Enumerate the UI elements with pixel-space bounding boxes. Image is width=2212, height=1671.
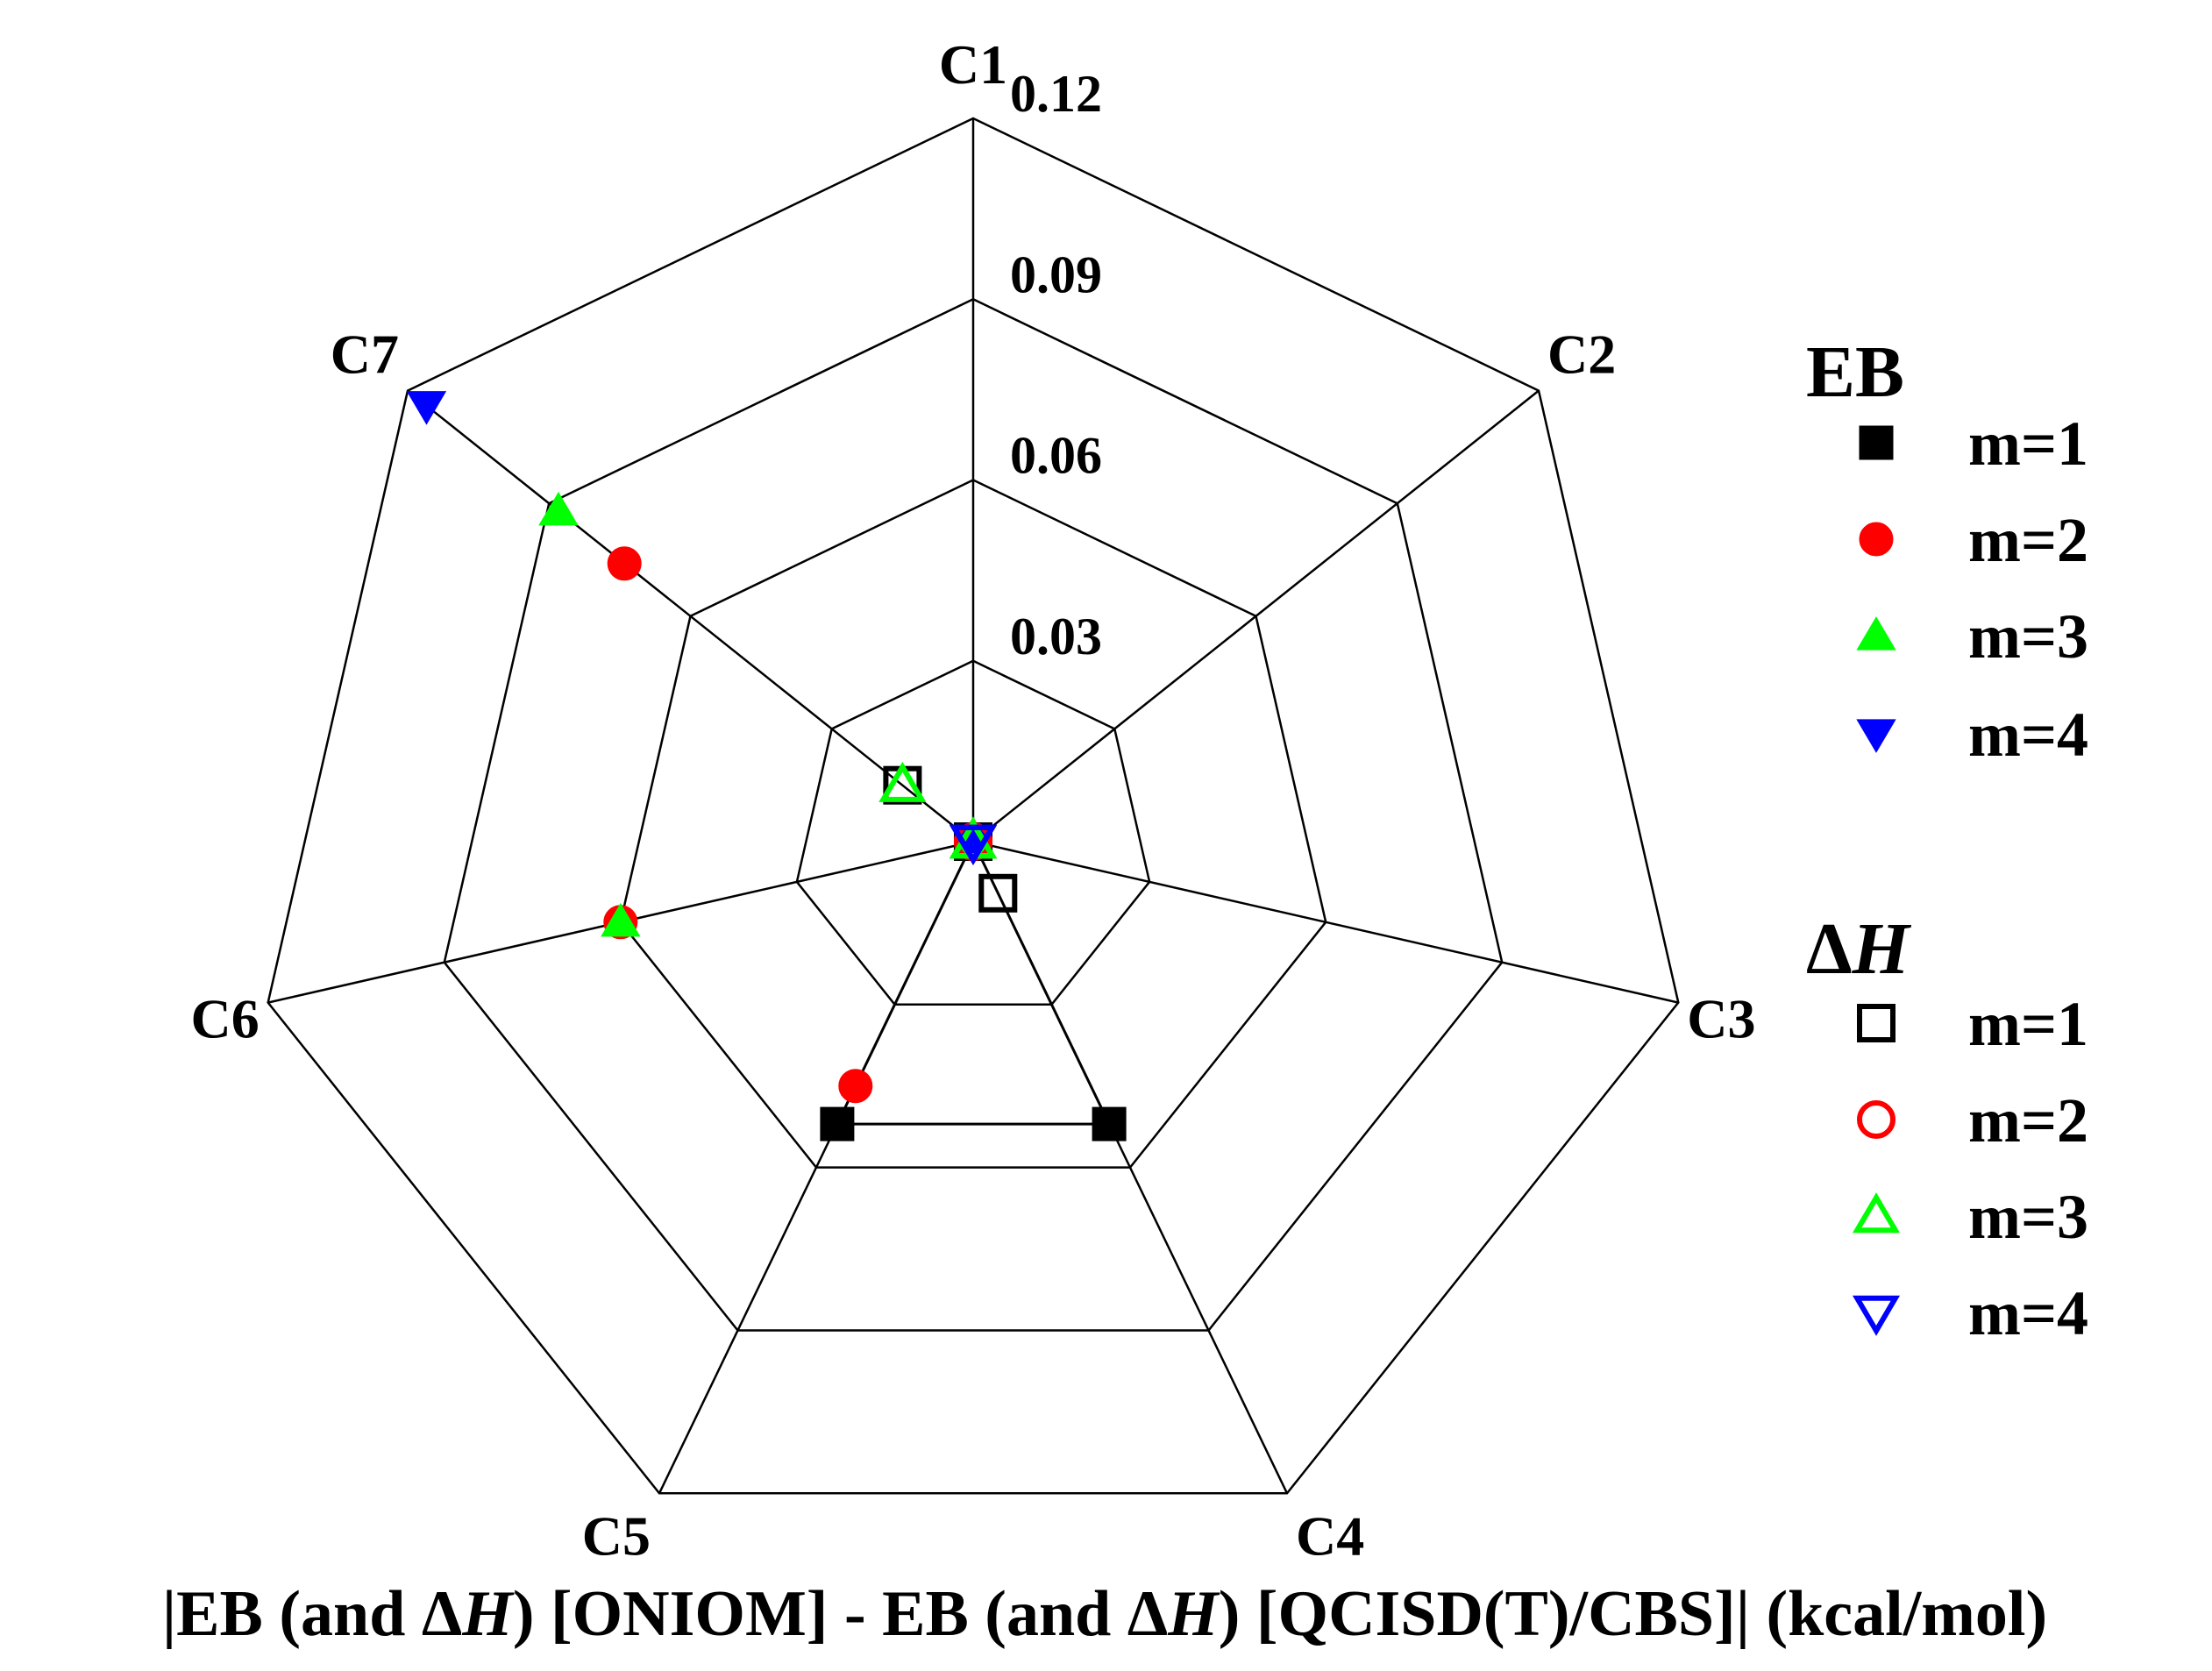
spoke-c2 xyxy=(972,389,1540,843)
legend-entry-eb-m2: m=2 xyxy=(1859,505,2088,575)
x-axis-label: |EB (and ΔH) [ONIOM] - EB (and ΔH) [QCIS… xyxy=(162,1578,2047,1650)
legend-marker-dh-m3 xyxy=(1852,1192,1901,1234)
spoke-c3 xyxy=(972,840,1679,1004)
x-axis-label-part-2: ) [ONIOM] - EB (and Δ xyxy=(513,1578,1168,1650)
r-tick-label-1: 0.03 xyxy=(1010,608,1102,665)
legend-entry-eb-m1: m=1 xyxy=(1859,409,2088,479)
legend-group-title-2-part-0: Δ xyxy=(1806,908,1853,990)
legend-marker-eb-m2 xyxy=(1859,522,1894,557)
axis-label-c4: C4 xyxy=(1296,1504,1364,1567)
r-tick-label-2: 0.06 xyxy=(1010,427,1102,485)
point-eb-m1-c4 xyxy=(1092,1106,1127,1141)
legend-label-dh-m3: m=3 xyxy=(1968,1182,2088,1252)
data-markers xyxy=(406,391,1127,1141)
radial-tick-labels: 0.03 0.06 0.09 0.12 xyxy=(1010,65,1102,665)
point-eb-m3-c6 xyxy=(601,902,641,937)
legend-entry-dh-m3: m=3 xyxy=(1852,1182,2088,1252)
series-lines xyxy=(835,838,1112,1126)
series-dh-m4 xyxy=(949,824,998,865)
legend-group-title-2: ΔH xyxy=(1806,908,1912,990)
axis-label-c1: C1 xyxy=(939,33,1007,96)
legend-entry-eb-m4: m=4 xyxy=(1856,700,2088,770)
legend-group-title-2-part-1: H xyxy=(1852,908,1912,990)
series-eb-m4 xyxy=(406,391,993,861)
legend-marker-dh-m2 xyxy=(1857,1100,1895,1139)
legend-entry-dh-m2: m=2 xyxy=(1857,1085,2088,1155)
grid-ring-4 xyxy=(267,117,1680,1495)
legend-label-eb-m3: m=3 xyxy=(1968,601,2088,672)
r-tick-label-4: 0.12 xyxy=(1010,65,1102,123)
legend-entry-dh-m4: m=4 xyxy=(1852,1278,2088,1348)
grid-ring-1 xyxy=(795,659,1151,1006)
point-eb-m1-c5 xyxy=(820,1106,855,1141)
radar-grid xyxy=(267,117,1680,1495)
legend-label-eb-m4: m=4 xyxy=(1968,700,2088,770)
series-eb-m3 xyxy=(538,491,993,937)
legend-marker-dh-m1 xyxy=(1857,1004,1895,1042)
point-dh-m1-c4 xyxy=(978,873,1018,913)
legend-group-title-1: EB xyxy=(1806,331,1904,413)
point-eb-m2-c7 xyxy=(607,546,642,581)
legend-marker-eb-m3 xyxy=(1856,616,1896,651)
axis-label-c5: C5 xyxy=(582,1504,651,1567)
point-eb-m2-c5 xyxy=(838,1069,873,1104)
point-eb-m4-c7 xyxy=(406,391,447,425)
x-axis-label-part-0: |EB (and Δ xyxy=(162,1578,462,1650)
r-tick-label-3: 0.09 xyxy=(1010,245,1102,303)
axis-label-c2: C2 xyxy=(1547,324,1616,386)
legend-entry-dh-m1: m=1 xyxy=(1857,989,2088,1059)
legend-label-dh-m1: m=1 xyxy=(1968,989,2088,1059)
axis-label-c6: C6 xyxy=(190,988,259,1050)
x-axis-label-part-3: H xyxy=(1167,1578,1220,1650)
axis-label-c7: C7 xyxy=(331,324,399,386)
legend-group-1: EB m=1 m=2 m=3 m=4 xyxy=(1806,331,2088,770)
legend-entry-eb-m3: m=3 xyxy=(1856,601,2088,672)
legend-group-title-1-part-0: EB xyxy=(1806,331,1904,413)
series-eb-m2 xyxy=(603,546,991,1104)
radar-spokes xyxy=(267,118,1679,1494)
legend-label-eb-m1: m=1 xyxy=(1968,409,2088,479)
x-axis-label-part-1: H xyxy=(461,1578,515,1650)
legend-group-2: ΔHm=1m=2m=3m=4 xyxy=(1806,908,2088,1348)
legend-marker-dh-m4 xyxy=(1852,1295,1901,1336)
axis-labels: C1 C2 C3 C4 C5 C6 C7 xyxy=(190,33,1755,1567)
legend-label-dh-m4: m=4 xyxy=(1968,1278,2088,1348)
legend-marker-eb-m4 xyxy=(1856,719,1896,753)
legend-label-eb-m2: m=2 xyxy=(1968,505,2088,575)
axis-label-c3: C3 xyxy=(1687,988,1755,1050)
series-line-eb-m1 xyxy=(835,838,1112,1126)
point-dh-m4-c7 xyxy=(949,824,998,865)
grid-ring-2 xyxy=(619,479,1327,1169)
point-eb-m3-c7 xyxy=(538,491,579,526)
x-axis-label-part-4: ) [QCISD(T)/CBS]| (kcal/mol) xyxy=(1219,1578,2047,1650)
spoke-c7 xyxy=(407,389,974,843)
legend-marker-eb-m1 xyxy=(1859,425,1894,460)
grid-ring-3 xyxy=(443,297,1504,1332)
legend-label-dh-m2: m=2 xyxy=(1968,1085,2088,1155)
point-dh-m3-c7 xyxy=(878,761,927,802)
